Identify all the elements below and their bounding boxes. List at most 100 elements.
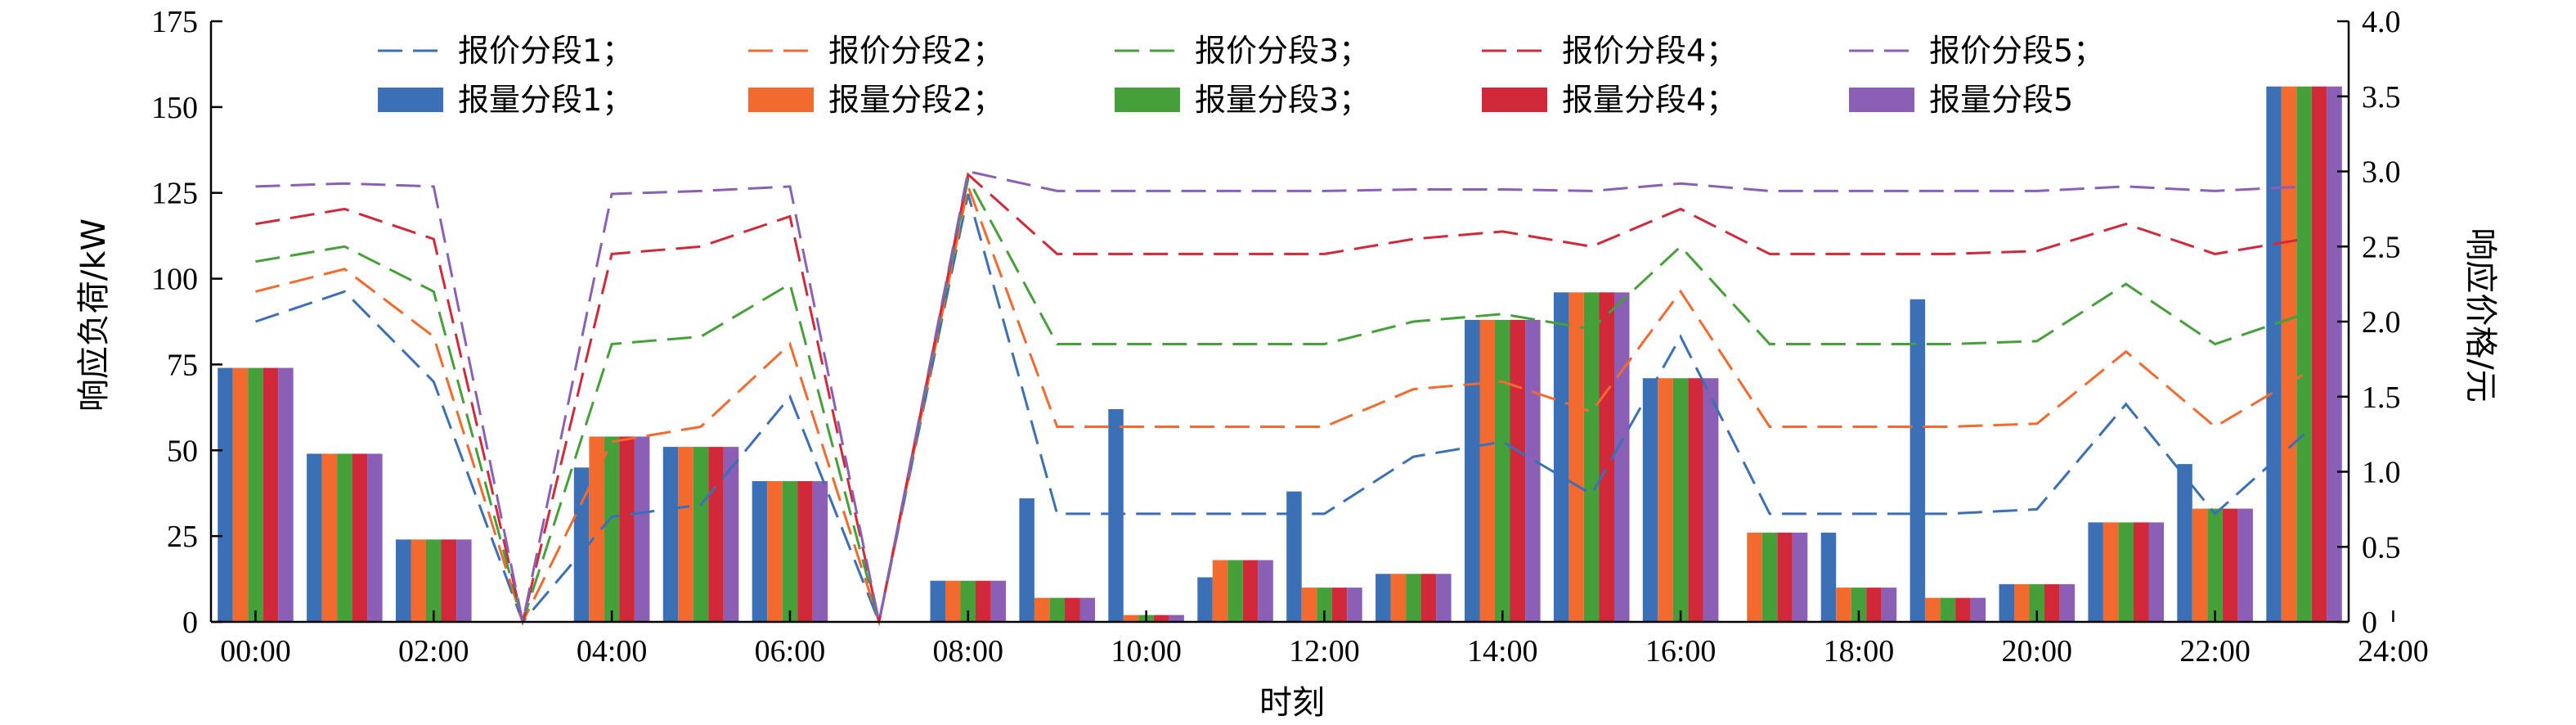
legend-quantity-label-2: 报量分段2； <box>828 82 1003 118</box>
y-left-tick-label: 100 <box>151 263 198 297</box>
bar-q2-h15 <box>1568 292 1584 622</box>
bar-q5-h13 <box>1436 574 1452 622</box>
legend-quantity-swatch-3 <box>1115 88 1180 112</box>
bar-q4-h13 <box>1420 574 1437 622</box>
bar-q2-h17 <box>1747 532 1762 622</box>
x-tick-label: 18:00 <box>1824 634 1895 669</box>
bar-q2-h8 <box>945 580 961 622</box>
bar-q3-h5 <box>693 447 709 622</box>
bar-q4-h19 <box>1955 597 1971 622</box>
price-lines-layer <box>255 169 2305 627</box>
y-right-tick-label: 0.5 <box>2362 530 2401 565</box>
legend-price-label-3: 报价分段3； <box>1195 33 1370 69</box>
bar-q1-h10 <box>1108 409 1124 622</box>
x-tick-label: 12:00 <box>1289 634 1360 669</box>
bar-q5-h15 <box>1614 292 1630 622</box>
y-right-tick-label: 2.0 <box>2362 305 2401 340</box>
bar-q2-h0 <box>232 367 249 622</box>
bar-q4-h21 <box>2134 522 2149 622</box>
bar-q3-h6 <box>782 481 798 622</box>
bar-q1-h23 <box>2266 86 2282 622</box>
bar-q3-h14 <box>1495 319 1510 622</box>
y-left-tick-label: 25 <box>167 520 198 554</box>
y-left-tick-label: 125 <box>151 177 198 211</box>
bar-q3-h8 <box>960 580 976 622</box>
price-line-2 <box>255 182 2305 627</box>
y-left-tick-label: 75 <box>167 348 198 382</box>
bar-q5-h20 <box>2059 583 2076 622</box>
bar-q2-h13 <box>1390 574 1407 622</box>
bar-q4-h14 <box>1510 319 1525 622</box>
bar-q5-h23 <box>2327 86 2342 622</box>
bar-q5-h11 <box>1258 560 1273 622</box>
bar-q3-h12 <box>1317 588 1332 622</box>
bar-q2-h9 <box>1034 597 1050 622</box>
legend-price-label-5: 报价分段5； <box>1929 33 2104 69</box>
bar-q2-h11 <box>1212 560 1228 622</box>
x-tick-label: 24:00 <box>2358 634 2429 669</box>
bar-q2-h10 <box>1123 615 1139 622</box>
bar-q1-h6 <box>752 481 768 622</box>
y-right-tick-label: 4.0 <box>2362 5 2401 39</box>
bar-q1-h11 <box>1197 577 1213 622</box>
bar-q1-h22 <box>2177 464 2192 622</box>
y-axis-right-title: 响应价格/元 <box>2462 227 2499 402</box>
bar-q2-h1 <box>321 453 338 622</box>
bar-q2-h20 <box>2014 583 2030 622</box>
bar-q2-h4 <box>589 436 604 622</box>
x-tick-label: 08:00 <box>933 634 1004 669</box>
bar-q3-h2 <box>426 539 442 622</box>
bar-q4-h1 <box>352 453 368 622</box>
bar-q3-h21 <box>2118 522 2134 622</box>
x-tick-label: 10:00 <box>1111 634 1182 669</box>
y-right-tick-label: 3.5 <box>2362 80 2401 115</box>
bar-q4-h5 <box>708 447 724 622</box>
x-tick-label: 14:00 <box>1467 634 1538 669</box>
bar-q2-h2 <box>411 539 426 622</box>
bar-q1-h9 <box>1019 498 1034 622</box>
bar-q3-h11 <box>1227 560 1243 622</box>
bar-q3-h17 <box>1761 532 1778 622</box>
bar-q2-h18 <box>1836 588 1851 622</box>
bar-q4-h23 <box>2311 86 2327 622</box>
y-right-tick-label: 2.5 <box>2362 230 2401 264</box>
bar-q3-h9 <box>1049 597 1065 622</box>
bar-q1-h8 <box>930 580 945 622</box>
bar-q3-h15 <box>1584 292 1600 622</box>
x-tick-label: 02:00 <box>398 634 469 669</box>
bar-q5-h9 <box>1079 597 1095 622</box>
bar-q1-h21 <box>2088 522 2103 622</box>
bar-q1-h18 <box>1820 532 1837 622</box>
x-tick-label: 04:00 <box>577 634 648 669</box>
x-tick-label: 00:00 <box>220 634 291 669</box>
bar-q3-h18 <box>1851 588 1867 622</box>
bar-q2-h6 <box>767 481 783 622</box>
x-tick-label: 20:00 <box>2002 634 2073 669</box>
bar-q4-h18 <box>1866 588 1882 622</box>
bar-q4-h22 <box>2222 508 2238 622</box>
bar-q1-h14 <box>1465 319 1480 622</box>
bar-q4-h17 <box>1777 532 1793 622</box>
bar-q3-h0 <box>248 367 263 622</box>
bar-q2-h19 <box>1925 597 1941 622</box>
legend-price-label-1: 报价分段1； <box>458 33 633 69</box>
bar-q5-h19 <box>1970 597 1986 622</box>
bar-q1-h12 <box>1286 491 1302 622</box>
bar-q5-h6 <box>812 481 828 622</box>
bar-q5-h17 <box>1792 532 1808 622</box>
legend-quantity-swatch-5 <box>1849 88 1914 112</box>
bar-q4-h20 <box>2044 583 2060 622</box>
x-tick-label: 22:00 <box>2179 634 2251 669</box>
bar-q5-h18 <box>1881 588 1897 622</box>
bar-q4-h4 <box>619 436 635 622</box>
bar-q4-h16 <box>1688 378 1703 622</box>
bar-q4-h6 <box>797 481 813 622</box>
y-right-tick-label: 1.5 <box>2362 381 2401 415</box>
price-line-3 <box>255 175 2304 627</box>
legend-quantity-label-1: 报量分段1； <box>458 82 633 118</box>
y-left-tick-label: 50 <box>167 434 198 468</box>
bar-q4-h9 <box>1065 597 1080 622</box>
bar-q1-h19 <box>1910 299 1926 622</box>
